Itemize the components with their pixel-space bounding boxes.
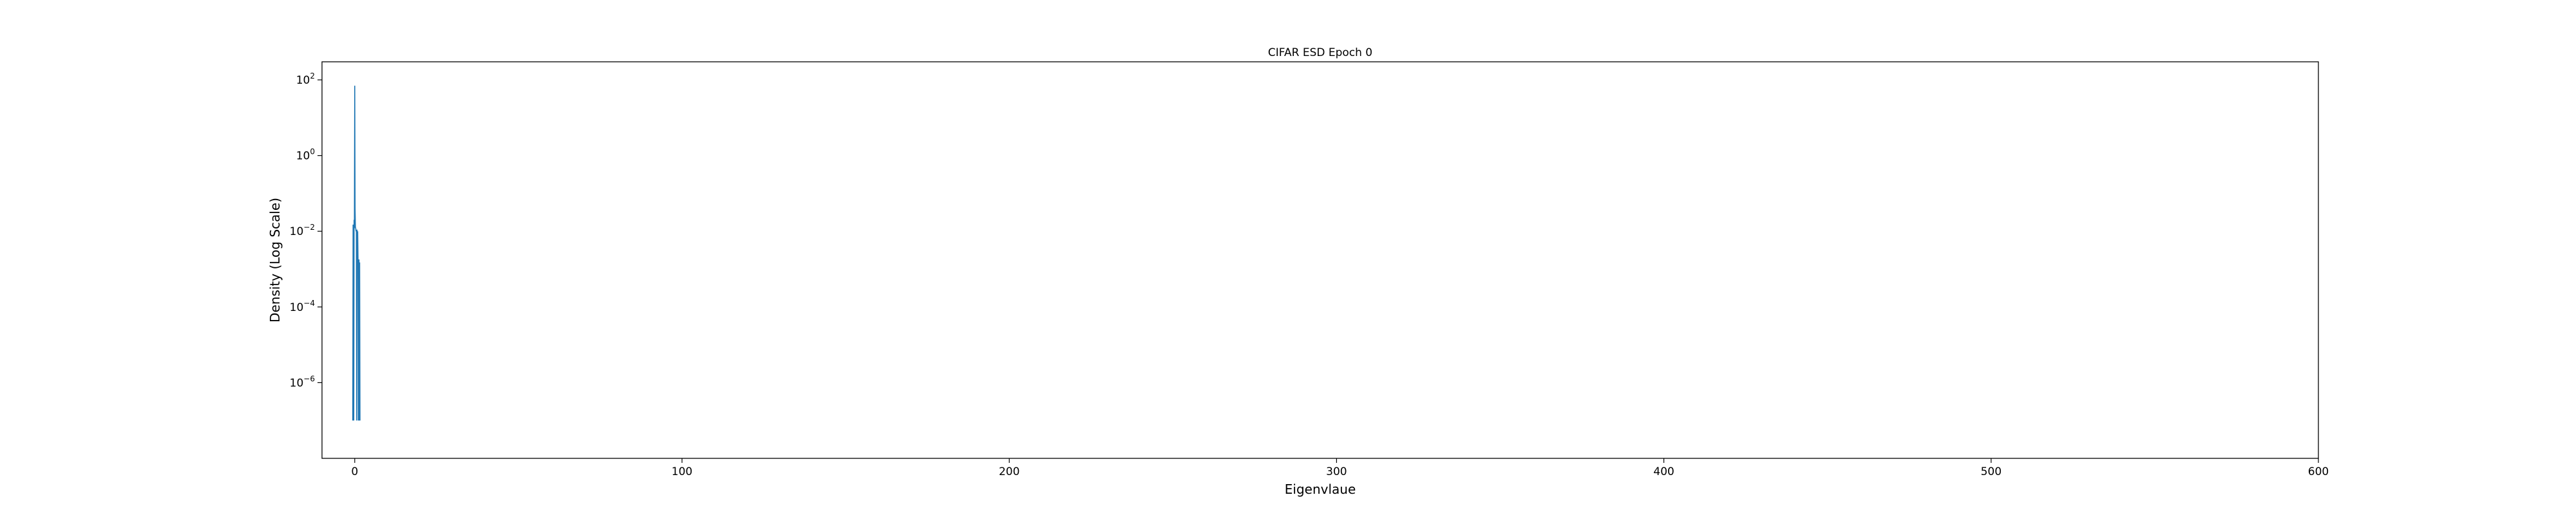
x-tick-label: 500 — [1981, 465, 2002, 478]
x-tick-label: 600 — [2308, 465, 2329, 478]
y-tick-label: 10−6 — [290, 374, 315, 389]
x-tick-label: 400 — [1653, 465, 1674, 478]
y-tick-label: 10−2 — [290, 223, 315, 238]
x-axis: 0 100 200 300 400 500 600 — [351, 458, 2329, 478]
series-layer — [352, 86, 361, 421]
y-axis-title: Density (Log Scale) — [267, 198, 283, 323]
x-tick-label: 0 — [351, 465, 358, 478]
plot-frame — [321, 61, 2319, 459]
y-tick-label: 10−4 — [290, 299, 315, 314]
x-tick-label: 100 — [672, 465, 692, 478]
y-tick-label: 102 — [296, 71, 315, 87]
chart-title: CIFAR ESD Epoch 0 — [1268, 46, 1372, 59]
y-tick-label: 100 — [296, 147, 315, 163]
y-axis: 102 100 10−2 10−4 10−6 — [290, 71, 322, 389]
x-tick-label: 300 — [1326, 465, 1347, 478]
density-line — [352, 86, 361, 421]
x-axis-title: Eigenvlaue — [1285, 482, 1356, 497]
x-tick-label: 200 — [999, 465, 1019, 478]
